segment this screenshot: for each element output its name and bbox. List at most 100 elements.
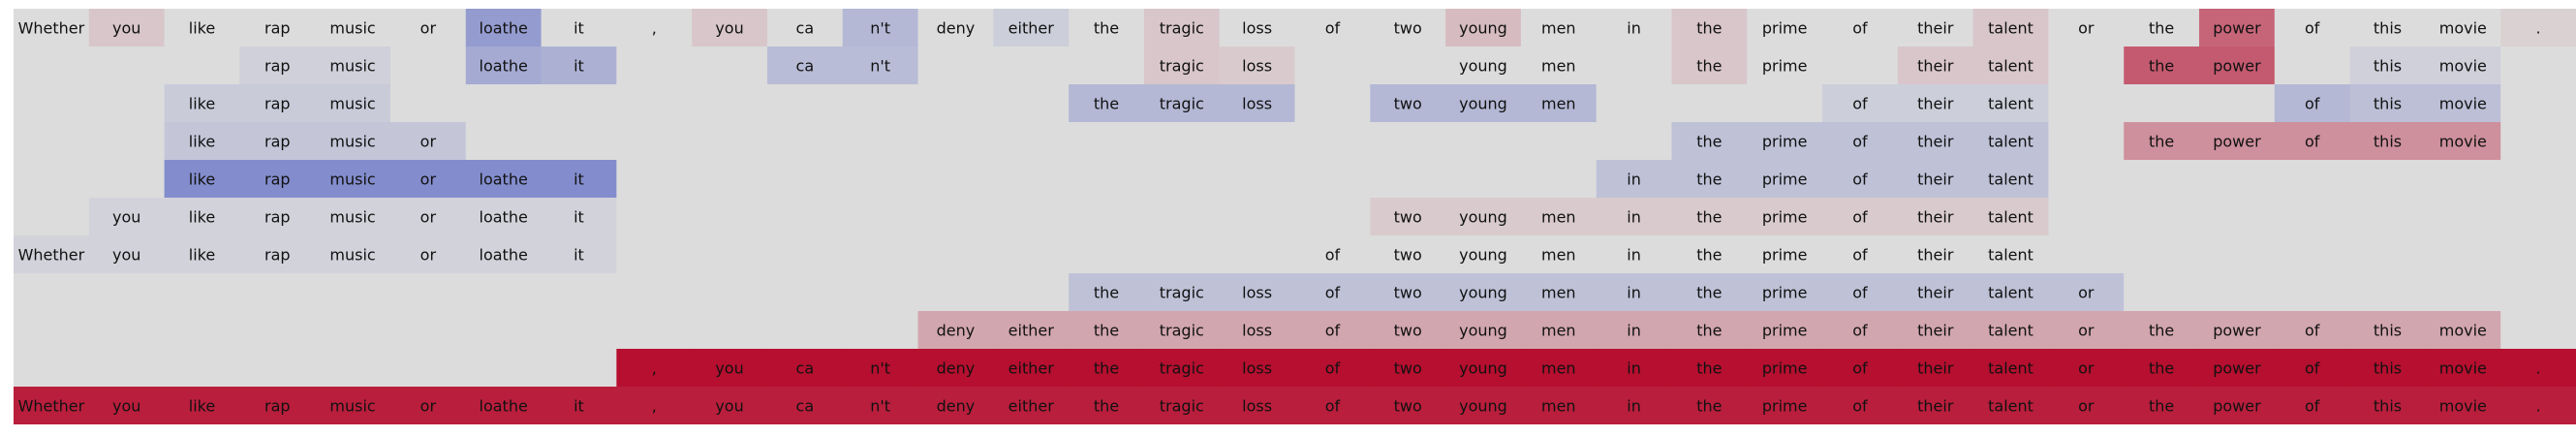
token-label: young (1459, 322, 1507, 340)
heatmap-cell (692, 235, 768, 274)
token-label: rap (264, 171, 291, 189)
heatmap-cell (465, 47, 543, 85)
token-label: the (1094, 397, 1119, 416)
heatmap-cell (1069, 235, 1145, 274)
heatmap-cell (1972, 387, 2049, 424)
heatmap-cell (541, 198, 617, 236)
heatmap-cell (88, 122, 166, 161)
heatmap-cell (1219, 160, 1295, 199)
token-label: you (112, 19, 140, 38)
heatmap-cell (1143, 387, 1221, 424)
heatmap-cell (88, 84, 166, 123)
heatmap-cell (1596, 387, 1672, 424)
heatmap-cell (2274, 349, 2351, 388)
token-label: prime (1762, 284, 1808, 302)
heatmap-cell (164, 349, 240, 388)
heatmap-cell (692, 47, 768, 85)
token-label: this (2374, 359, 2402, 378)
heatmap-cell (164, 273, 240, 312)
heatmap-cell (389, 47, 467, 85)
heatmap-cell (164, 235, 240, 274)
heatmap-cell (389, 349, 467, 388)
heatmap-cell (1219, 235, 1295, 274)
token-label: talent (1988, 208, 2033, 227)
heatmap-cell (1671, 349, 1748, 388)
heatmap-cell (541, 311, 617, 350)
token-label: of (1852, 284, 1868, 302)
heatmap-cell (1294, 47, 1371, 85)
heatmap-cell (766, 311, 844, 350)
token-label: of (1325, 322, 1341, 340)
token-label: Whether (18, 246, 85, 265)
heatmap-cell (1294, 84, 1371, 123)
heatmap-cell (1596, 311, 1672, 350)
heatmap-cell (389, 84, 467, 123)
heatmap-cell (917, 84, 994, 123)
heatmap-cell (616, 122, 693, 161)
heatmap-cell (1671, 311, 1748, 350)
token-label: or (2078, 397, 2095, 416)
token-label: of (1852, 359, 1868, 378)
heatmap-cell (1143, 198, 1221, 236)
heatmap-cell (239, 198, 316, 236)
token-label: their (1917, 95, 1954, 113)
heatmap-cell (616, 235, 693, 274)
token-label: talent (1988, 19, 2033, 38)
heatmap-cell (1747, 311, 1823, 350)
token-label: two (1394, 322, 1422, 340)
heatmap-cell (1445, 387, 1522, 424)
heatmap-cell (2048, 349, 2125, 388)
heatmap-cell (842, 387, 919, 424)
heatmap-cell (1972, 9, 2049, 47)
heatmap-cell (1445, 349, 1522, 388)
token-label: tragic (1160, 19, 1204, 38)
heatmap-cell (1219, 84, 1295, 123)
token-label: prime (1762, 208, 1808, 227)
heatmap-cell (616, 160, 693, 199)
heatmap-cell (766, 349, 844, 388)
heatmap-cell (541, 9, 617, 47)
heatmap-cell (2048, 47, 2125, 85)
heatmap-cell (2500, 311, 2576, 350)
heatmap-cell (616, 9, 693, 47)
token-label: or (2078, 322, 2095, 340)
heatmap-cell (766, 235, 844, 274)
token-label: either (1009, 322, 1055, 340)
token-label: loathe (480, 397, 528, 416)
heatmap-cell (239, 311, 316, 350)
heatmap-cell (1370, 122, 1446, 161)
heatmap-cell (842, 273, 919, 312)
heatmap-cell (842, 84, 919, 123)
heatmap-cell (2274, 9, 2351, 47)
heatmap-cell (1822, 349, 1899, 388)
heatmap-cell (315, 47, 391, 85)
token-label: loss (1242, 95, 1272, 113)
token-label: you (112, 397, 140, 416)
heatmap-cell (1822, 84, 1899, 123)
heatmap-cell (2500, 9, 2576, 47)
token-label: the (1094, 322, 1119, 340)
token-label: either (1009, 397, 1055, 416)
heatmap-cell (842, 311, 919, 350)
heatmap-cell (315, 160, 391, 199)
heatmap-cell (88, 311, 166, 350)
token-label: young (1459, 19, 1507, 38)
token-label: . (2536, 397, 2541, 416)
heatmap-cell (1069, 273, 1145, 312)
heatmap-cell (1370, 160, 1446, 199)
heatmap-cell (1671, 9, 1748, 47)
heatmap-cell (2349, 387, 2426, 424)
heatmap-cell (692, 273, 768, 312)
heatmap-cell (14, 122, 90, 161)
heatmap-cell (1972, 122, 2049, 161)
heatmap-cell (1294, 311, 1371, 350)
token-label: of (1852, 19, 1868, 38)
heatmap-cell (917, 235, 994, 274)
heatmap-cell (1596, 273, 1672, 312)
token-label: music (329, 57, 375, 76)
heatmap-cell (1822, 387, 1899, 424)
token-label: ca (796, 397, 815, 416)
heatmap-cell (2199, 349, 2276, 388)
heatmap-cell (1671, 273, 1748, 312)
heatmap-cell (993, 387, 1070, 424)
